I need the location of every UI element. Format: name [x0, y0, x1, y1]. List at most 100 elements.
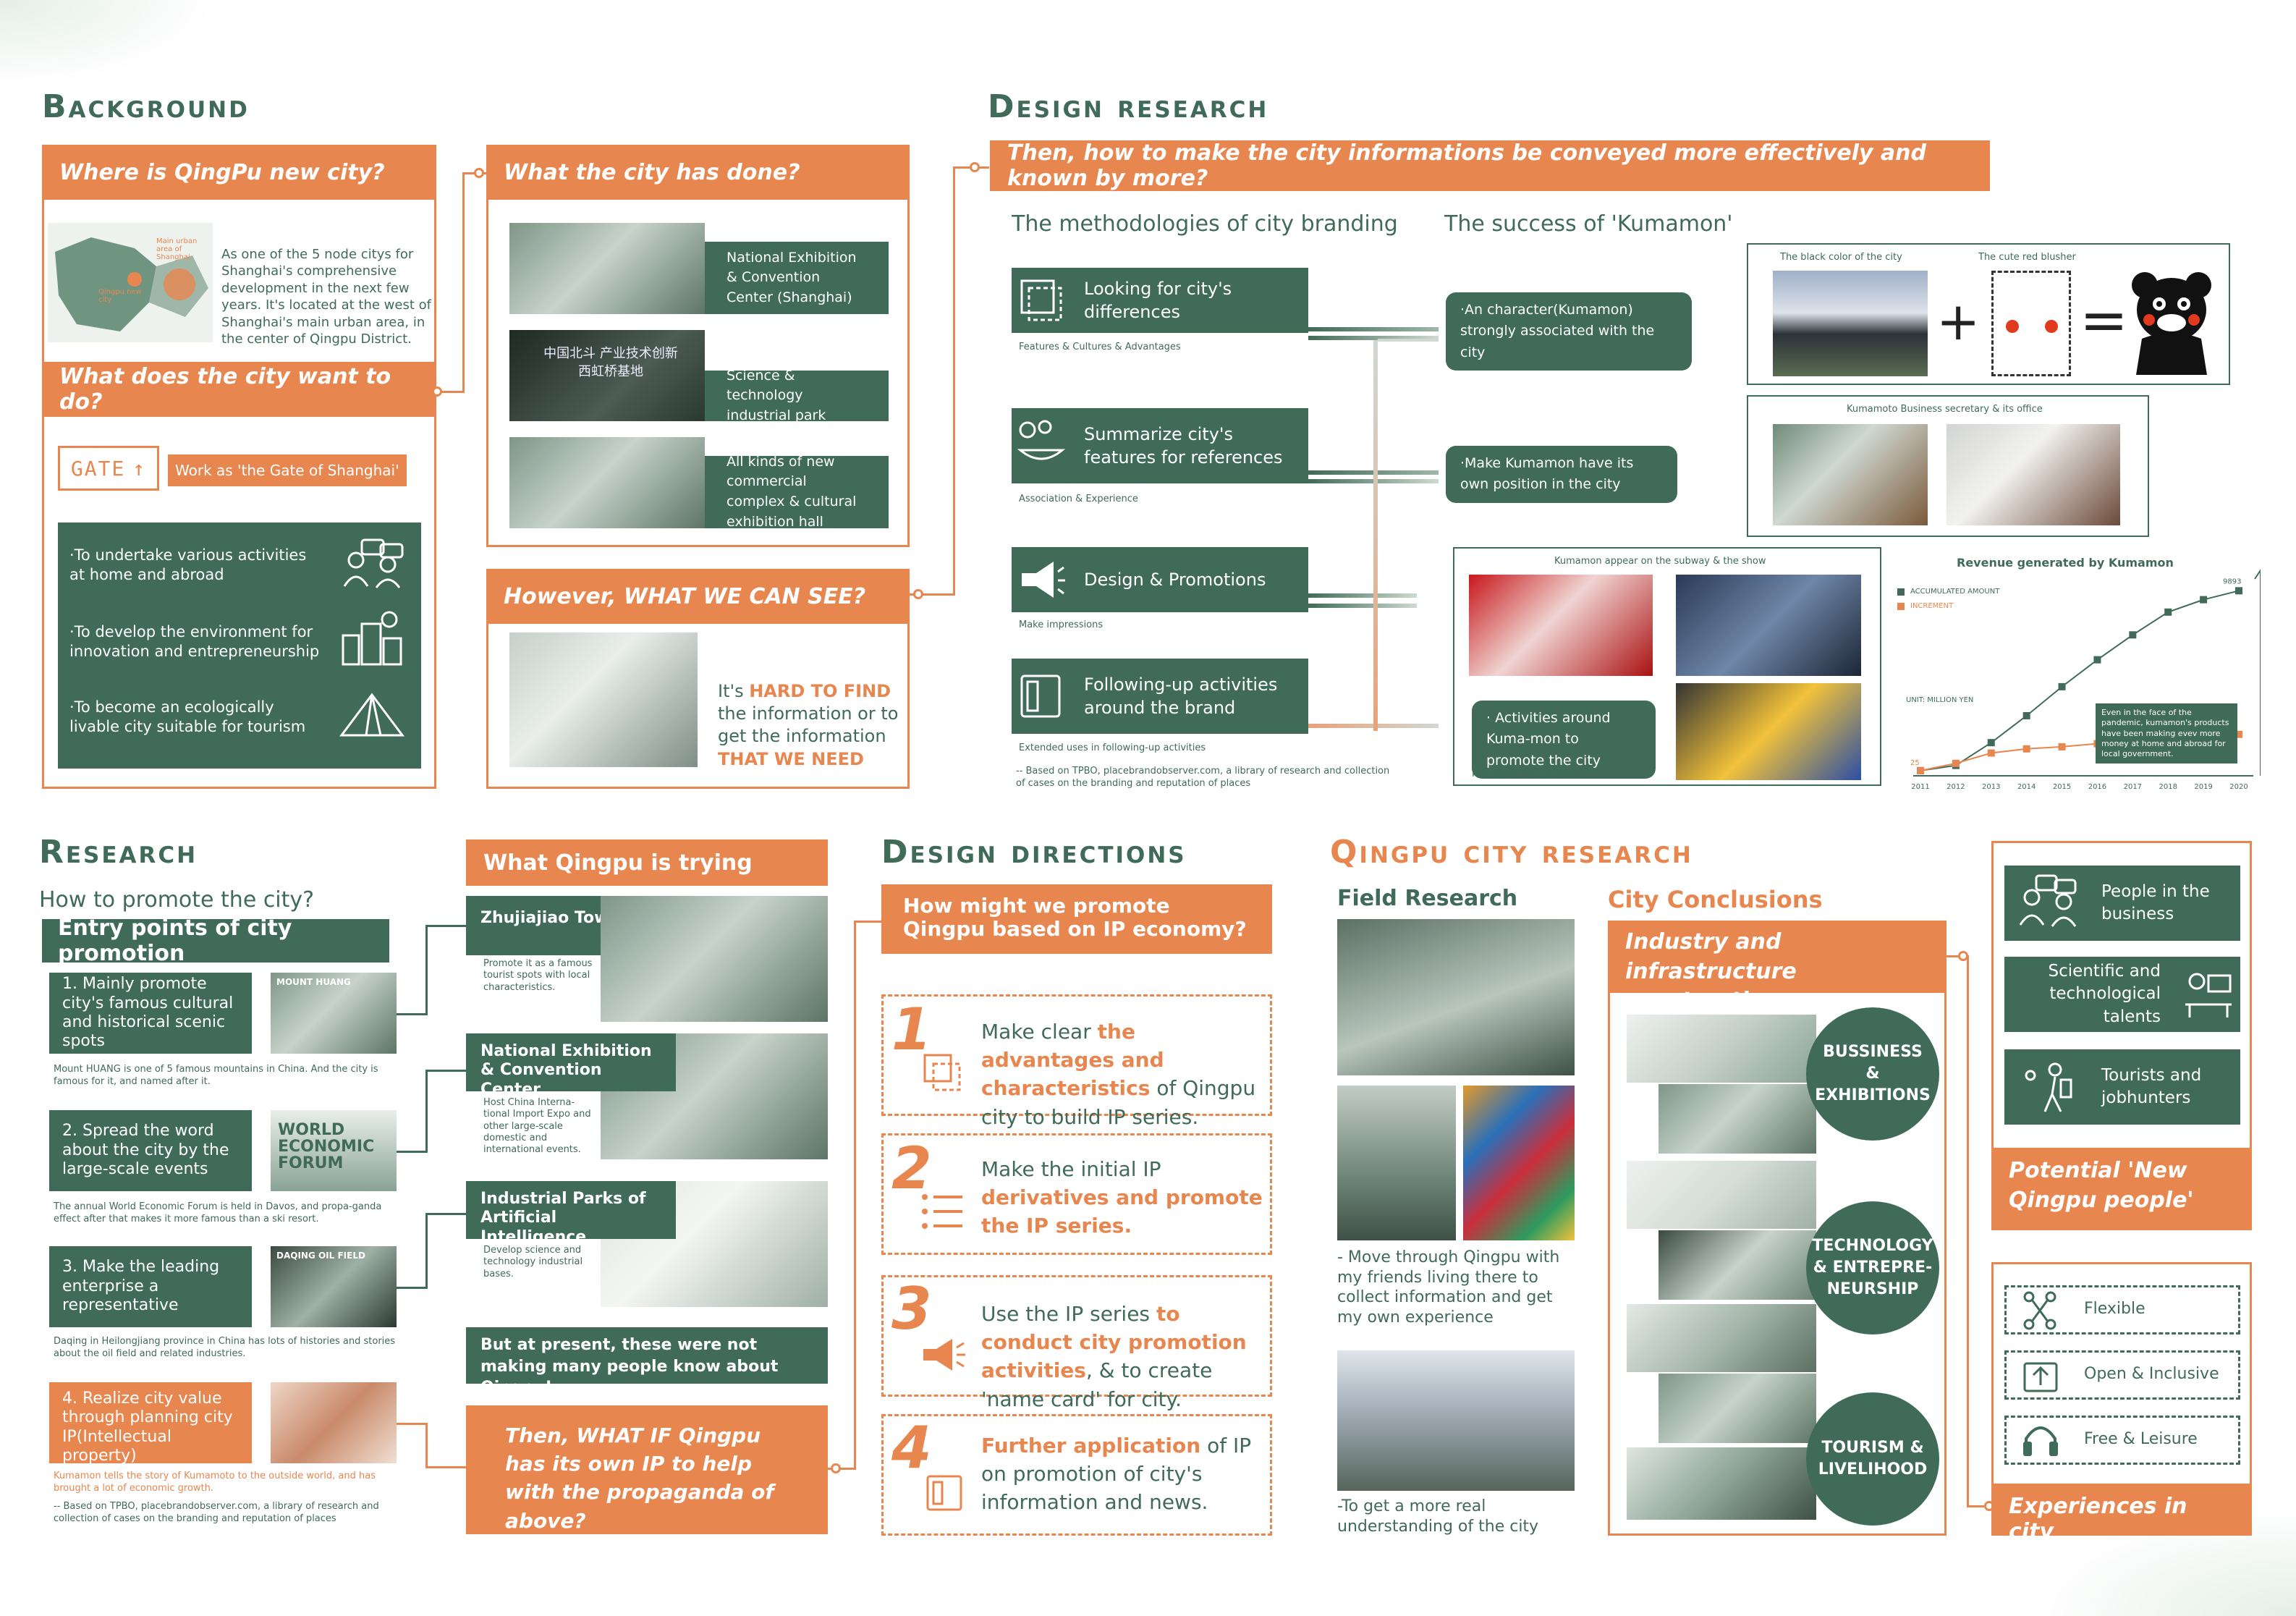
people-item-1-label: People in the business: [2101, 881, 2210, 923]
experience-flexible-label: Flexible: [2084, 1300, 2145, 1318]
field-photo-4: [1337, 1350, 1575, 1491]
flow-connector: [1308, 336, 1439, 340]
plus-icon: +: [1936, 291, 1981, 352]
conclusion-photo-1: [1627, 1015, 1816, 1083]
blusher-frame: [1991, 271, 2071, 376]
connector: [854, 921, 856, 1470]
industry-heading: Industry and infrastructure construction: [1608, 921, 1946, 1013]
red-dot-icon: [2006, 320, 2019, 333]
connector: [397, 1287, 425, 1289]
direction-2-text: Make the initial IP derivatives and prom…: [981, 1155, 1263, 1240]
research-title: Research: [39, 834, 198, 871]
conclusion-photo-7: [1627, 1447, 1816, 1520]
innovation-city-icon: [342, 611, 402, 666]
connector-dot: [432, 386, 442, 397]
method-4-note: Extended uses in following-up activities: [1019, 743, 1206, 753]
black-castle-photo: [1773, 271, 1928, 376]
whatif-text: Then, WHAT IF Qingpu has its own IP to h…: [466, 1405, 828, 1534]
done-item-1: National Exhibition & Convention Center …: [705, 242, 889, 314]
direction-3-text-1: Use the IP series: [981, 1302, 1156, 1326]
series-line-1: [1920, 590, 2240, 771]
connector: [910, 593, 953, 596]
x-tick-label: 2018: [2159, 783, 2177, 791]
data-point: [2235, 587, 2242, 595]
connector: [854, 921, 883, 923]
chart-note: Even in the face of the pandemic, kumamo…: [2096, 703, 2237, 764]
panel3-caption: Kumamon appear on the subway & the show: [1554, 556, 1766, 567]
legend-increment-label: INCREMENT: [1910, 602, 1954, 610]
entry-heading: Entry points of city promotion: [42, 915, 389, 966]
entry-2-photo: WORLD ECONOMIC FORUM: [271, 1110, 397, 1191]
people-item-1: People in the business: [2004, 866, 2240, 941]
end-value-label: 9893: [2223, 578, 2241, 585]
flexible-icon: [2023, 1291, 2056, 1330]
connector-dot: [831, 1463, 841, 1473]
panel2-caption: Kumamoto Business secretary & its office: [1847, 404, 2043, 415]
conclusion-photo-2: [1659, 1084, 1816, 1154]
method-3-label: Design & Promotions: [1084, 569, 1266, 590]
research-question: How to promote the city?: [39, 887, 315, 913]
megaphone-icon: [923, 1339, 965, 1371]
design-research-banner: Then, how to make the city informations …: [990, 140, 1990, 191]
entry-1-photo: MOUNT HUANG: [271, 973, 397, 1054]
want-item-2: ·To develop the environment for innovati…: [69, 623, 320, 661]
map-shape-icon: [55, 237, 208, 331]
flow-connector: [1378, 339, 1439, 342]
connector: [425, 1213, 466, 1215]
trying-2: National Exhibition & Convention Center …: [466, 1033, 828, 1159]
entry-1-photo-label: MOUNT HUANG: [276, 977, 351, 987]
data-point: [1987, 749, 1995, 757]
entry-2-photo-label: WORLD ECONOMIC FORUM: [278, 1121, 375, 1173]
methods-title: The methodologies of city branding: [1012, 211, 1398, 237]
where-text: As one of the 5 node citys for Shanghai'…: [221, 247, 431, 347]
x-tick-label: 2019: [2194, 783, 2212, 791]
want-heading: What does the city want to do?: [42, 362, 436, 417]
data-point: [2129, 631, 2137, 639]
data-point: [1952, 759, 1960, 767]
gate-text: Work as 'the Gate of Shanghai': [168, 454, 407, 486]
entry-3: 3. Make the leading enterprise a represe…: [49, 1246, 252, 1327]
data-point: [2058, 743, 2066, 750]
show-photo: [1676, 575, 1861, 676]
field-text-2: -To get a more real understanding of the…: [1337, 1497, 1539, 1536]
trying-1: Zhujiajiao Town Promote it as a famous t…: [466, 896, 828, 1022]
citizens-photo: [509, 633, 698, 767]
connector-dot: [474, 168, 484, 178]
connector: [1967, 1505, 1993, 1507]
field-title: Field Research: [1337, 886, 1518, 911]
direction-1-text-2: of Qingpu city to build IP series.: [981, 1076, 1256, 1129]
data-point: [2200, 596, 2208, 604]
document-icon: [926, 1475, 962, 1511]
see-text-2: the information or to get the informatio…: [718, 703, 899, 747]
method-2-note: Association & Experience: [1019, 494, 1138, 504]
method-3-note: Make impressions: [1019, 619, 1103, 630]
chart-title: Revenue generated by Kumamon: [1957, 556, 2174, 570]
industrial-park-photo: 中国北斗 产业技术创新西虹桥基地: [509, 330, 705, 421]
trying-2-title: National Exhibition & Convention Center: [466, 1033, 676, 1099]
kumamon-icon: [2132, 272, 2211, 375]
connector: [425, 1466, 466, 1468]
arrow-up-icon: ↑: [132, 456, 147, 481]
business-secretary-photo: [1773, 424, 1928, 525]
see-text-hl2: THAT WE NEED: [718, 748, 864, 769]
method-1-label: Looking for city's differences: [1084, 278, 1232, 322]
field-text-1: - Move through Qingpu with my friends li…: [1337, 1248, 1560, 1327]
kumamon-bubble-2: ·Make Kumamon have its own position in t…: [1446, 446, 1677, 503]
start-value-label: 25: [1910, 759, 1920, 767]
people-item-3: Tourists and jobhunters: [2004, 1049, 2240, 1125]
city-research-title: Qingpu city research: [1330, 834, 1693, 871]
revenue-chart: Revenue generated by Kumamon ACCUMULATED…: [1892, 550, 2261, 796]
experience-free-label: Free & Leisure: [2084, 1430, 2198, 1448]
people-item-3-label: Tourists and jobhunters: [2101, 1065, 2202, 1107]
field-photo-3: [1463, 1086, 1575, 1240]
data-point: [1987, 739, 1995, 747]
circle-tourism: TOURISM & LIVELIHOOD: [1806, 1392, 1939, 1526]
design-research-title: Design research: [988, 88, 1269, 125]
flow-connector: [1308, 604, 1417, 608]
direction-3: [881, 1275, 1272, 1397]
gate-logo: GATE ↑: [58, 446, 159, 491]
see-text-1: It's: [718, 681, 750, 701]
differences-icon: [1020, 279, 1062, 321]
data-point: [2022, 745, 2030, 753]
gate-label: GATE: [70, 456, 126, 481]
